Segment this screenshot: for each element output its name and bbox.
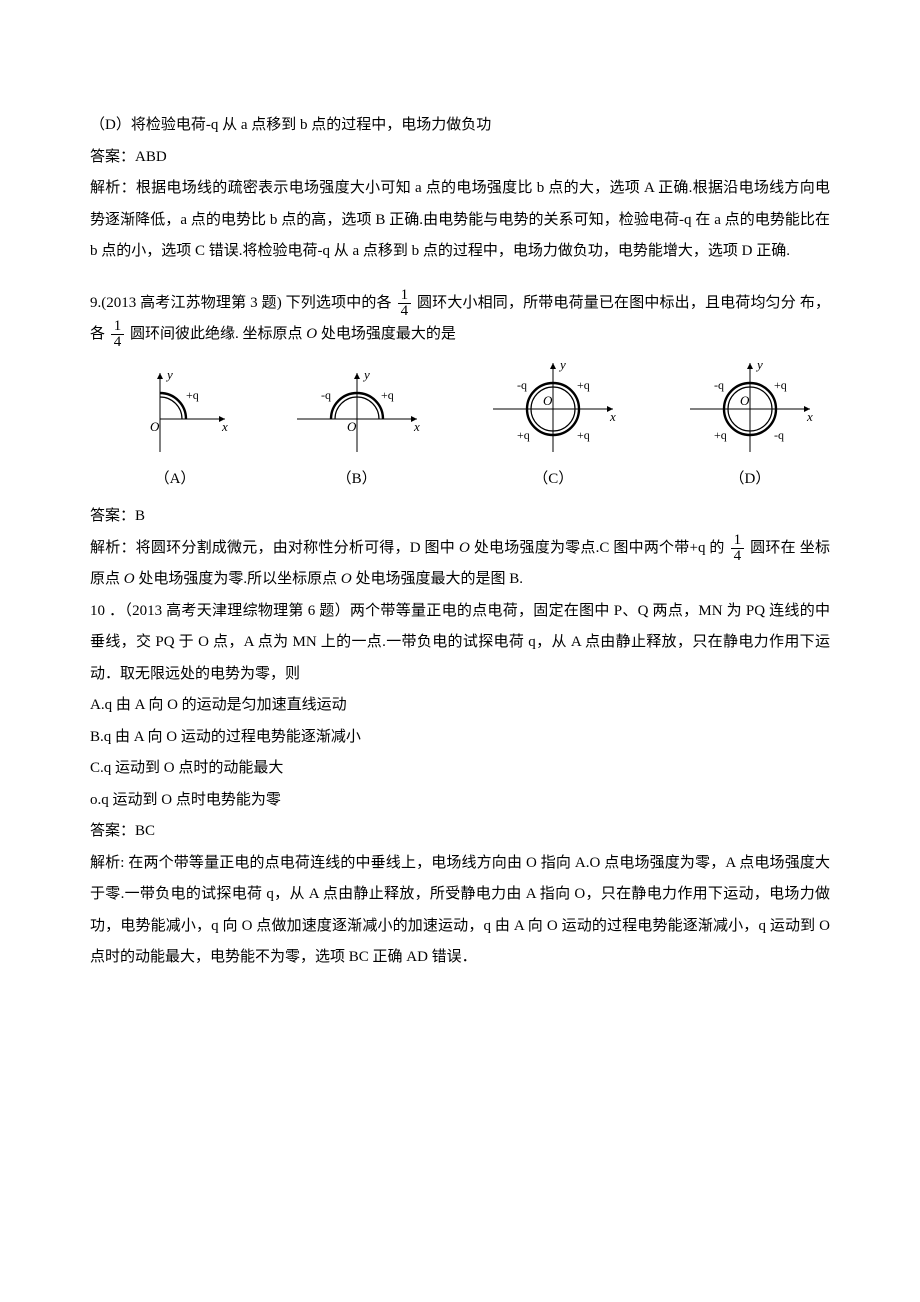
charge-label: +q	[577, 378, 590, 392]
charge-label: -q	[517, 378, 527, 392]
diagram-b-label: （B）	[337, 464, 377, 496]
q9-part-d: 圆环间彼此绝缘. 坐标原点	[130, 326, 303, 342]
svg-text:O: O	[740, 393, 750, 408]
q10-option-c: C.q 运动到 O 点时的动能最大	[90, 753, 830, 785]
diagram-b: x y O -q +q （B）	[287, 367, 427, 496]
diagram-c-label: （C）	[533, 464, 573, 496]
svg-text:x: x	[221, 419, 228, 434]
q9-part-a: 9.(2013 高考江苏物理第 3 题) 下列选项中的各	[90, 295, 392, 311]
italic-o: O	[341, 571, 352, 587]
charge-label: +q	[774, 378, 787, 392]
fraction-numerator: 1	[111, 319, 125, 335]
q10-option-a: A.q 由 A 向 O 的运动是匀加速直线运动	[90, 690, 830, 722]
charge-label: -q	[774, 428, 784, 442]
answer-10: 答案：BC	[90, 816, 830, 848]
diagram-d: x y O -q +q +q -q （D）	[680, 357, 820, 496]
svg-text:O: O	[347, 419, 357, 434]
svg-text:y: y	[558, 357, 566, 372]
diagram-d-svg: x y O -q +q +q -q	[680, 357, 820, 462]
explanation-10: 解析: 在两个带等量正电的点电荷连线的中垂线上，电场线方向由 O 指向 A.O …	[90, 848, 830, 974]
option-d-text: （D）将检验电荷-q 从 a 点移到 b 点的过程中，电场力做负功	[90, 110, 830, 142]
charge-label: +q	[186, 388, 199, 402]
answer-8: 答案：ABD	[90, 142, 830, 174]
page: （D）将检验电荷-q 从 a 点移到 b 点的过程中，电场力做负功 答案：ABD…	[0, 0, 920, 1302]
q10-option-b: B.q 由 A 向 O 运动的过程电势能逐渐减小	[90, 722, 830, 754]
axes: x y O	[690, 357, 813, 452]
fraction-numerator: 1	[398, 288, 412, 304]
fraction-denominator: 4	[398, 304, 412, 319]
svg-text:x: x	[413, 419, 420, 434]
fraction-numerator: 1	[731, 533, 745, 549]
fraction-one-quarter: 1 4	[398, 288, 412, 319]
q9-part-b: 圆环大小相同，所带电荷量已在图中标出，且电荷均匀分	[417, 295, 796, 311]
q10-option-d: o.q 运动到 O 点时电势能为零	[90, 785, 830, 817]
svg-text:y: y	[755, 357, 763, 372]
italic-o: O	[306, 326, 317, 342]
diagram-a-label: （A）	[155, 464, 196, 496]
svg-text:y: y	[362, 367, 370, 382]
exp9-b: 处电场强度为零点.C 图中两个带+q 的	[474, 540, 725, 556]
charge-label: -q	[321, 388, 331, 402]
svg-text:O: O	[150, 419, 160, 434]
svg-text:y: y	[165, 367, 173, 382]
charge-label: +q	[714, 428, 727, 442]
fraction-denominator: 4	[731, 549, 745, 564]
question-9: 9.(2013 高考江苏物理第 3 题) 下列选项中的各 1 4 圆环大小相同，…	[90, 288, 830, 351]
svg-text:x: x	[609, 409, 616, 424]
diagram-b-svg: x y O -q +q	[287, 367, 427, 462]
italic-o: O	[124, 571, 135, 587]
diagram-c: x y O -q +q +q +q （C）	[483, 357, 623, 496]
exp9-e: 处电场强度为零.所以坐标原点	[138, 571, 337, 587]
axes: x y O	[150, 367, 228, 452]
explanation-9: 解析：将圆环分割成微元，由对称性分析可得，D 图中 O 处电场强度为零点.C 图…	[90, 533, 830, 596]
diagram-a: x y O +q （A）	[120, 367, 230, 496]
svg-text:x: x	[806, 409, 813, 424]
diagram-row: x y O +q （A） x y O	[120, 357, 820, 496]
exp9-c: 圆环在	[750, 540, 796, 556]
charge-label: +q	[577, 428, 590, 442]
exp9-a: 解析：将圆环分割成微元，由对称性分析可得，D 图中	[90, 540, 455, 556]
q9-part-e: 处电场强度最大的是	[321, 326, 456, 342]
fraction-denominator: 4	[111, 335, 125, 350]
svg-text:O: O	[543, 393, 553, 408]
axes: x y O	[297, 367, 420, 452]
axes: x y O	[493, 357, 616, 452]
charge-label: -q	[714, 378, 724, 392]
italic-o: O	[459, 540, 470, 556]
explanation-8: 解析：根据电场线的疏密表示电场强度大小可知 a 点的电场强度比 b 点的大，选项…	[90, 173, 830, 268]
question-10: 10 ．（2013 高考天津理综物理第 6 题）两个带等量正电的点电荷，固定在图…	[90, 596, 830, 691]
fraction-one-quarter: 1 4	[111, 319, 125, 350]
fraction-one-quarter: 1 4	[731, 533, 745, 564]
answer-9: 答案：B	[90, 501, 830, 533]
charge-label: +q	[381, 388, 394, 402]
charge-label: +q	[517, 428, 530, 442]
exp9-f: 处电场强度最大的是图 B.	[355, 571, 523, 587]
diagram-d-label: （D）	[730, 464, 771, 496]
diagram-a-svg: x y O +q	[120, 367, 230, 462]
spacer	[90, 268, 830, 288]
diagram-c-svg: x y O -q +q +q +q	[483, 357, 623, 462]
